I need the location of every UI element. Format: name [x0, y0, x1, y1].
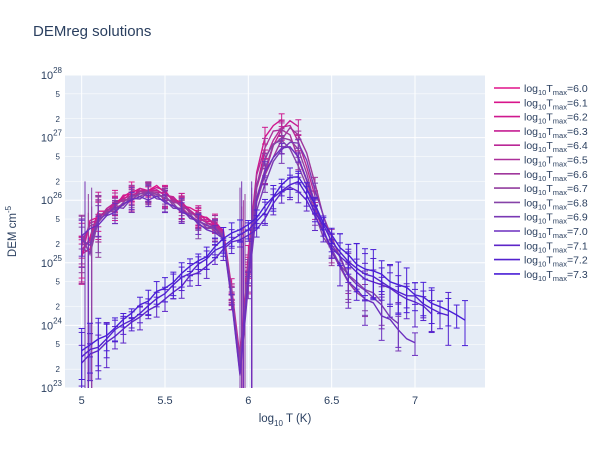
legend-item: log10Tmax=6.3	[494, 126, 588, 140]
legend-item: log10Tmax=6.9	[494, 212, 588, 226]
y-tick-label: 1023	[41, 379, 63, 395]
legend-item: log10Tmax=6.5	[494, 155, 588, 169]
y-tick-label: 1027	[41, 129, 63, 145]
chart-title: DEMreg solutions	[33, 23, 152, 40]
legend-label: log10Tmax=6.9	[524, 212, 588, 226]
x-tick-label: 6	[245, 395, 251, 407]
legend-label: log10Tmax=6.7	[524, 183, 588, 197]
legend-label: log10Tmax=7.0	[524, 226, 588, 240]
legend-item: log10Tmax=6.6	[494, 169, 588, 183]
legend-item: log10Tmax=6.1	[494, 97, 588, 111]
legend-item: log10Tmax=6.8	[494, 197, 588, 211]
legend-label: log10Tmax=6.4	[524, 140, 588, 154]
legend-label: log10Tmax=6.2	[524, 112, 588, 126]
legend-label: log10Tmax=6.1	[524, 97, 588, 111]
y-minor-tick-label: 5	[56, 152, 61, 161]
y-minor-tick-label: 5	[56, 340, 61, 349]
x-tick-label: 5	[79, 395, 85, 407]
legend-label: log10Tmax=7.2	[524, 255, 588, 269]
legend-item: log10Tmax=6.4	[494, 140, 588, 154]
x-tick-label: 7	[412, 395, 418, 407]
legend-label: log10Tmax=6.0	[524, 83, 588, 97]
plot-background	[65, 75, 485, 388]
y-tick-label: 1026	[41, 191, 63, 207]
y-minor-tick-label: 2	[56, 365, 61, 374]
y-minor-tick-label: 2	[56, 177, 61, 186]
series-group	[78, 113, 468, 388]
legend-label: log10Tmax=7.1	[524, 240, 588, 254]
legend-item: log10Tmax=7.0	[494, 226, 588, 240]
y-minor-tick-label: 5	[56, 215, 61, 224]
x-tick-label: 5.5	[157, 395, 172, 407]
legend-item: log10Tmax=6.0	[494, 83, 588, 97]
legend-label: log10Tmax=6.3	[524, 126, 588, 140]
y-minor-tick-label: 5	[56, 90, 61, 99]
legend-label: log10Tmax=7.3	[524, 269, 588, 283]
y-tick-label: 1028	[41, 66, 63, 82]
y-minor-tick-label: 2	[56, 303, 61, 312]
legend-item: log10Tmax=7.1	[494, 240, 588, 254]
legend-item: log10Tmax=6.7	[494, 183, 588, 197]
legend-label: log10Tmax=6.5	[524, 155, 588, 169]
y-minor-tick-label: 2	[56, 115, 61, 124]
y-tick-label: 1025	[41, 254, 63, 270]
y-tick-label: 1024	[41, 316, 63, 332]
legend-label: log10Tmax=6.8	[524, 197, 588, 211]
y-minor-tick-label: 2	[56, 240, 61, 249]
x-tick-label: 6.5	[324, 395, 339, 407]
y-minor-tick-label: 5	[56, 278, 61, 287]
legend-label: log10Tmax=6.6	[524, 169, 588, 183]
legend-item: log10Tmax=6.2	[494, 112, 588, 126]
x-axis-title: log10 T (K)	[259, 413, 312, 428]
y-axis-title: DEM cm-5	[4, 205, 19, 257]
legend-item: log10Tmax=7.2	[494, 255, 588, 269]
legend-item: log10Tmax=7.3	[494, 269, 588, 283]
